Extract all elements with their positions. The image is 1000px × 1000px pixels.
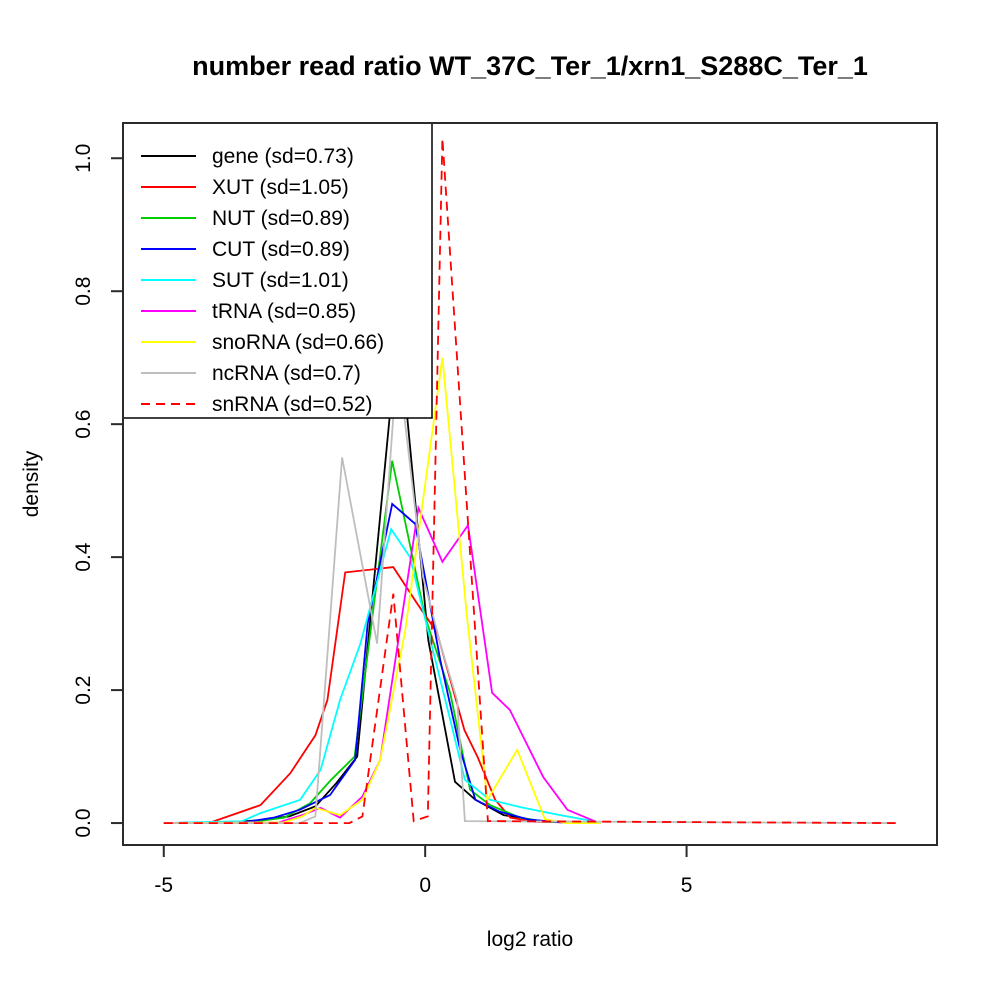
series-line-ncRNA — [163, 357, 896, 824]
legend-label-snoRNA: snoRNA (sd=0.66) — [212, 331, 384, 354]
legend-label-CUT: CUT (sd=0.89) — [212, 238, 350, 261]
legend-label-snRNA: snRNA (sd=0.52) — [212, 393, 373, 416]
series-line-snoRNA — [163, 357, 601, 824]
x-axis-label: log2 ratio — [486, 928, 574, 951]
y-tick-label: 0.8 — [72, 277, 95, 306]
x-tick-label: 0 — [419, 874, 431, 897]
legend-label-NUT: NUT (sd=0.89) — [212, 207, 350, 230]
y-tick-label: 1.0 — [72, 144, 95, 173]
y-tick-label: 0.0 — [72, 808, 95, 837]
legend-label-ncRNA: ncRNA (sd=0.7) — [212, 362, 361, 385]
series-line-snRNA — [163, 138, 896, 824]
x-tick-label: -5 — [154, 874, 173, 897]
y-axis-label: density — [20, 450, 43, 518]
x-tick-label: 5 — [681, 874, 693, 897]
series-line-XUT — [163, 566, 601, 824]
legend-label-SUT: SUT (sd=1.01) — [212, 269, 349, 292]
series-line-SUT — [163, 527, 601, 824]
legend-label-gene: gene (sd=0.73) — [212, 145, 354, 168]
series-line-CUT — [163, 502, 601, 824]
y-tick-label: 0.2 — [72, 675, 95, 704]
legend-box — [122, 122, 433, 419]
y-tick-label: 0.6 — [72, 410, 95, 439]
plot-border — [122, 122, 938, 846]
y-tick-label: 0.4 — [72, 542, 95, 572]
series-line-NUT — [163, 460, 601, 824]
legend-label-XUT: XUT (sd=1.05) — [212, 176, 349, 199]
chart-title: number read ratio WT_37C_Ter_1/xrn1_S288… — [192, 51, 868, 81]
legend-label-tRNA: tRNA (sd=0.85) — [212, 300, 356, 323]
